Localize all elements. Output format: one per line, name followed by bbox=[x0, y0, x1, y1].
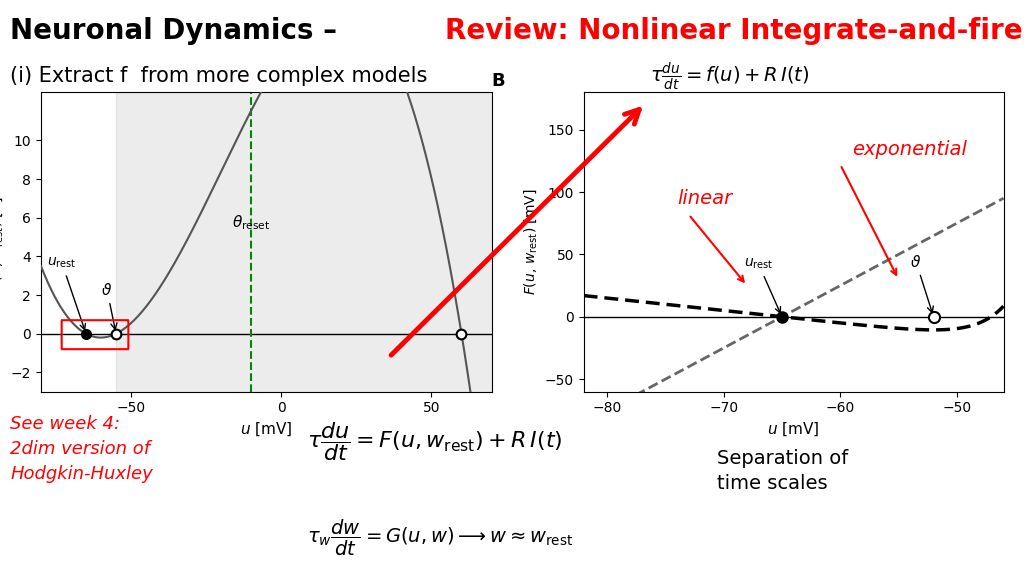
Text: $\vartheta$: $\vartheta$ bbox=[101, 282, 117, 329]
Y-axis label: $F(u,\,w_{\rm rest})$ [mV]: $F(u,\,w_{\rm rest})$ [mV] bbox=[522, 188, 540, 295]
Bar bbox=[116, 92, 492, 392]
Text: $u_{\rm rest}$: $u_{\rm rest}$ bbox=[47, 256, 85, 329]
X-axis label: $u$ [mV]: $u$ [mV] bbox=[767, 421, 820, 438]
X-axis label: $u$ [mV]: $u$ [mV] bbox=[240, 421, 293, 438]
Text: Neuronal Dynamics –: Neuronal Dynamics – bbox=[10, 17, 347, 46]
Text: $\tau_w \dfrac{dw}{dt} = G(u, w) \longrightarrow w \approx w_{\rm rest}$: $\tau_w \dfrac{dw}{dt} = G(u, w) \longri… bbox=[307, 518, 573, 559]
Text: exponential: exponential bbox=[852, 139, 967, 158]
Text: linear: linear bbox=[677, 190, 732, 209]
Text: Separation of
time scales: Separation of time scales bbox=[717, 449, 848, 493]
Text: $\theta_{\rm reset}$: $\theta_{\rm reset}$ bbox=[232, 214, 270, 232]
Y-axis label: $F(u,\,w_{\rm rest})$ [V]: $F(u,\,w_{\rm rest})$ [V] bbox=[0, 195, 5, 289]
Text: B: B bbox=[492, 72, 505, 90]
Text: Review: Nonlinear Integrate-and-fire: Review: Nonlinear Integrate-and-fire bbox=[445, 17, 1023, 46]
Text: $\tau \frac{du}{dt} = f(u) + R\,I(t)$: $\tau \frac{du}{dt} = f(u) + R\,I(t)$ bbox=[650, 60, 810, 93]
Text: $u_{\rm rest}$: $u_{\rm rest}$ bbox=[743, 257, 780, 313]
Text: (i) Extract f  from more complex models: (i) Extract f from more complex models bbox=[10, 66, 428, 86]
Text: See week 4:
2dim version of
Hodgkin-Huxley: See week 4: 2dim version of Hodgkin-Huxl… bbox=[10, 415, 153, 483]
Text: $\vartheta$: $\vartheta$ bbox=[910, 254, 933, 313]
Text: $\tau \dfrac{du}{dt} = F(u, w_{\rm rest}) + R\,I(t)$: $\tau \dfrac{du}{dt} = F(u, w_{\rm rest}… bbox=[307, 420, 562, 464]
